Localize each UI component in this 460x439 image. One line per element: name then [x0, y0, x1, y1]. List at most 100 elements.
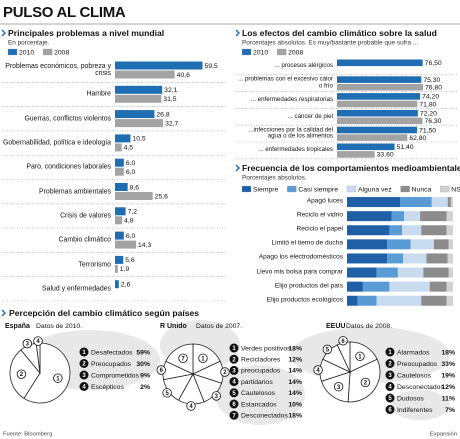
legend-label: Escépticos [91, 384, 124, 391]
category-label: Apago los electrodomésticos [258, 253, 343, 261]
value-label: 40,6 [177, 72, 190, 79]
legend-key: 2 [388, 362, 392, 368]
legend-key: 4 [388, 385, 392, 391]
bar-segment [376, 295, 422, 306]
pie-key: 6 [160, 368, 164, 374]
value-label: 7% [445, 407, 455, 414]
pie-key: 2 [364, 381, 368, 387]
legend-badge [229, 399, 239, 409]
pie-key-badge [220, 367, 230, 377]
bar-segment [357, 295, 377, 306]
bar [115, 264, 118, 273]
legend-badge [79, 347, 89, 357]
pie-key: 1 [201, 356, 205, 362]
bar-segment [347, 197, 400, 208]
legend-badge [229, 410, 239, 420]
value-label: 76,30 [424, 118, 441, 125]
bar-segment [400, 197, 432, 208]
bar-segment [347, 253, 388, 264]
map-shape [390, 390, 450, 420]
bar-segment [347, 225, 390, 236]
pie-key: 1 [56, 376, 60, 382]
bar [337, 151, 375, 158]
bar-segment [347, 239, 388, 250]
bar-segment [362, 281, 390, 292]
value-label: 4,5 [124, 145, 134, 152]
value-label: 72,20 [420, 110, 437, 117]
legend-badge [79, 370, 89, 380]
pie-key: 2 [223, 370, 227, 376]
legend-label: Alguna vez [358, 186, 392, 193]
bar-segment [391, 211, 405, 222]
bar-segment [446, 281, 453, 292]
legend-key: 5 [232, 391, 236, 397]
category-label: ... enfermedades respiratorias [250, 95, 333, 103]
pie-key-badge [186, 401, 196, 411]
legend-key: 1 [82, 350, 86, 356]
bar [337, 109, 418, 117]
legend-swatch [440, 185, 450, 193]
pie-key-badge [360, 377, 371, 388]
pie-key: 7 [181, 356, 185, 362]
category-label: Reciclo el vidrio [296, 211, 343, 219]
legend-label: Preocupados [397, 361, 438, 368]
legend-label: 2010 [19, 49, 34, 56]
category-label: Limitó el tiemo de ducha [271, 239, 343, 247]
category-label: Paro, condiciones laborales [26, 163, 111, 171]
bar-segment [446, 225, 453, 236]
legend-key: 6 [388, 408, 392, 414]
legend-key: 1 [232, 346, 236, 352]
pie-key-badge [178, 353, 188, 363]
pie-key-badge [53, 373, 63, 383]
category-label: ... procesos alérgicos [274, 62, 333, 70]
pie-slice [23, 342, 71, 404]
legend-label: Desconectados [397, 384, 444, 391]
bar [115, 216, 123, 225]
category-label: Reciclo el papel [296, 225, 343, 233]
chevron [1, 29, 6, 37]
bar [337, 76, 422, 83]
bar-segment [410, 239, 434, 250]
bar [115, 110, 155, 119]
legend-key: 3 [388, 373, 392, 379]
legend-label: 2010 [253, 49, 268, 56]
bar [115, 134, 131, 143]
category-label: Apagó luces [306, 197, 343, 205]
pie-title: R Unido [160, 323, 187, 330]
value-label: 1,9 [120, 266, 130, 273]
bar [115, 143, 122, 152]
pie-title: EEUU [326, 323, 345, 330]
legend-key: 7 [232, 413, 236, 419]
pie-key-badge [198, 353, 208, 363]
bar [337, 93, 421, 100]
bar-segment [448, 239, 453, 250]
bar-segment [347, 211, 392, 222]
pie-key-badge [313, 365, 323, 375]
pie-key: 3 [215, 394, 219, 400]
legend-label: NS/NC [451, 186, 460, 193]
legend-label: Casi siempre [298, 186, 338, 193]
value-label: 12% [288, 356, 302, 363]
legend-label: Verdes positivos [241, 345, 291, 352]
chart-subtitle: En porcentaje. [8, 40, 49, 47]
bar [337, 83, 424, 91]
value-label: 25,6 [155, 193, 168, 200]
bar-segment [347, 295, 358, 306]
bar-segment [397, 267, 424, 278]
chevron [235, 29, 240, 37]
legend-badge [385, 393, 395, 403]
bar [115, 61, 203, 70]
category-label: Guerras, conflictos violentos [24, 115, 111, 123]
bar-segment [433, 239, 449, 250]
bar-segment [421, 225, 447, 236]
legend-badge [229, 377, 239, 387]
bar [337, 143, 395, 151]
legend-label: Alarmados [397, 349, 430, 356]
value-label: 26,8 [156, 111, 169, 118]
source: Fuente: Bloomberg [3, 432, 52, 438]
bar-segment [431, 197, 448, 208]
value-label: 31,5 [163, 96, 176, 103]
bar [115, 207, 126, 216]
bar-segment [426, 253, 448, 264]
